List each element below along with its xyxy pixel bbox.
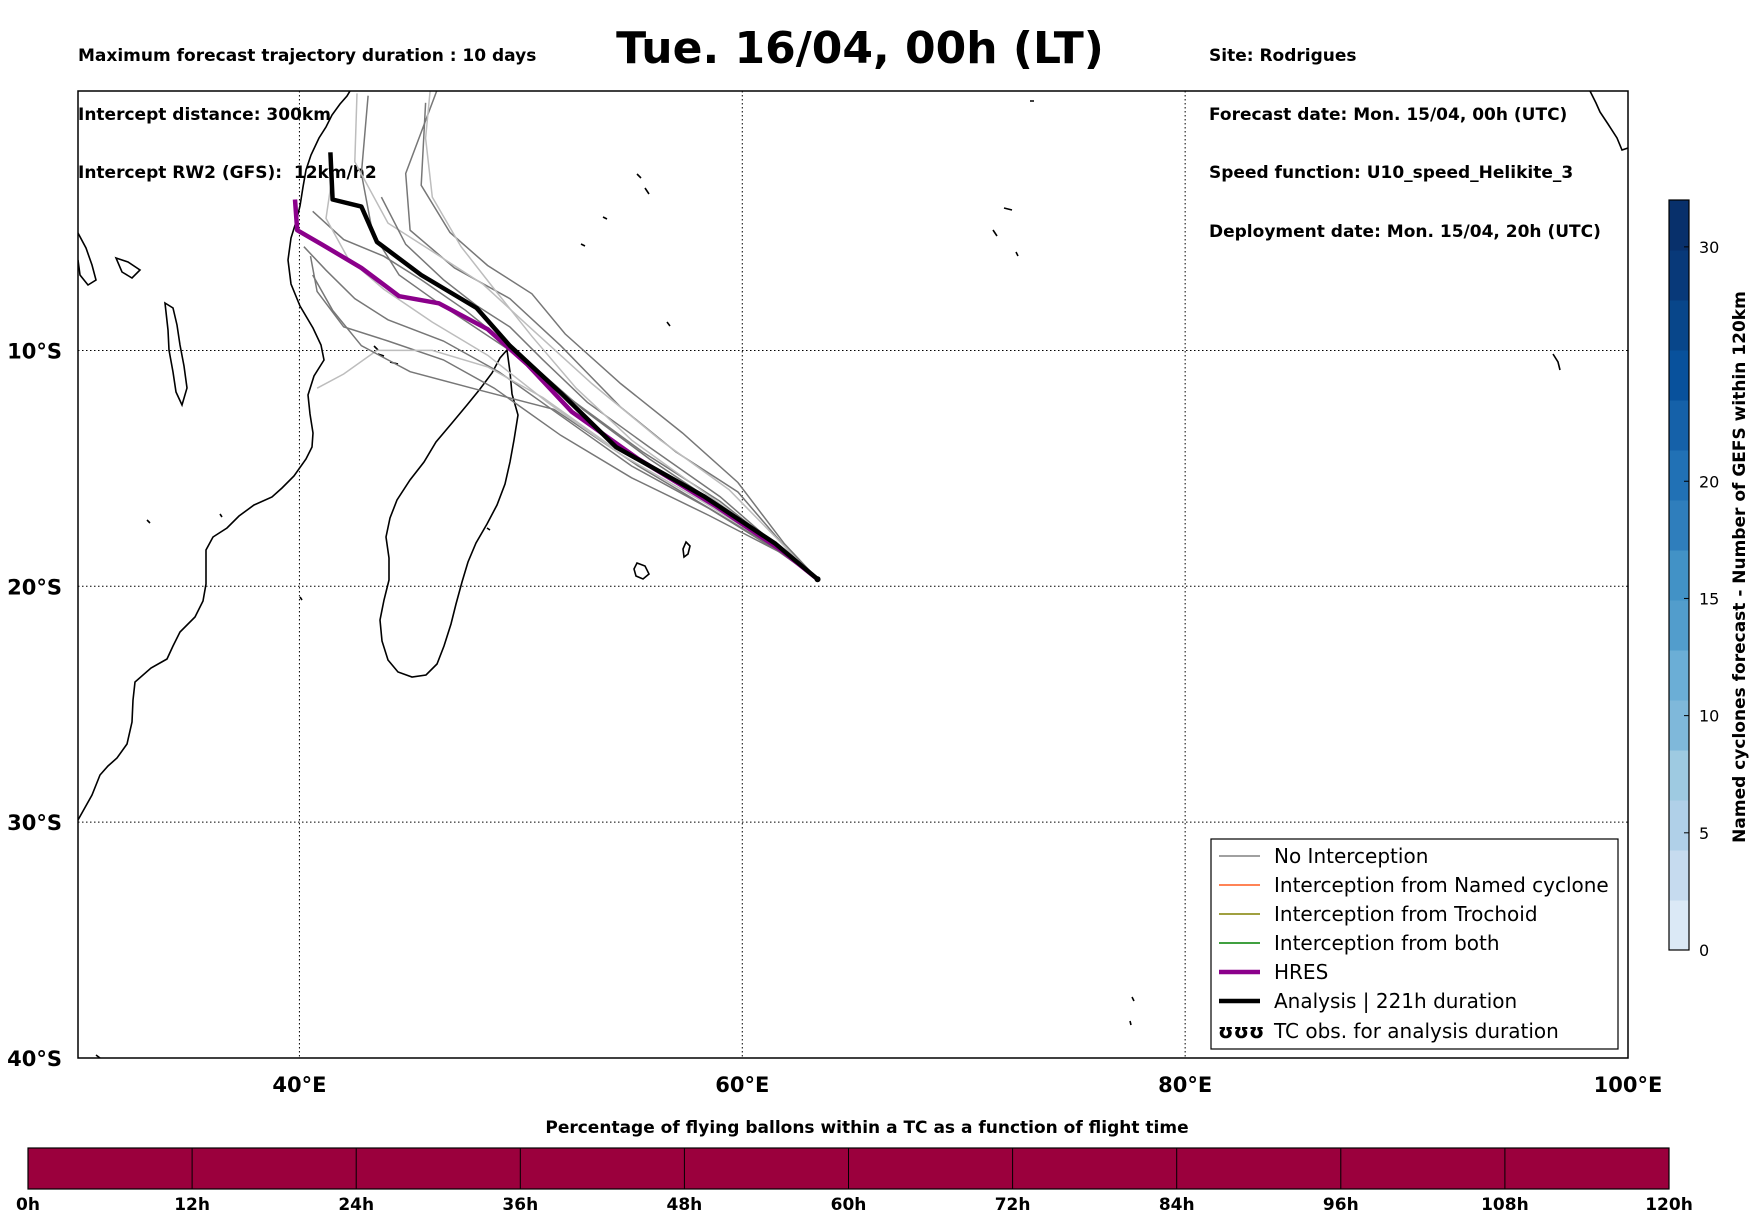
flight-time-tick-label: 120h [1645,1195,1693,1215]
flight-time-tick-label: 60h [831,1195,867,1215]
colorbar-segment [1669,850,1689,901]
arabia-coastline [1589,91,1628,151]
colorbar-tick-label: 0 [1699,941,1709,960]
flight-time-tick-label: 48h [667,1195,703,1215]
named-cyclone-colorbar-label: Named cyclones forecast - Number of GEFS… [1730,291,1750,843]
legend-label-analysis: Analysis | 221h duration [1274,989,1517,1013]
trajectory-layer [292,91,821,583]
legend-label-both: Interception from both [1274,931,1500,955]
coastlines [78,91,1628,1058]
flight-time-tick-label: 72h [995,1195,1031,1215]
colorbar-segment [1669,300,1689,351]
header-info-right: Site: Rodrigues Forecast date: Mon. 15/0… [1209,8,1601,262]
lake-victoria [114,256,142,280]
gefs-member-trajectory [303,246,819,580]
x-tick-label: 40°E [272,1073,326,1097]
y-tick-label: 40°S [7,1047,62,1071]
header-left-line: Intercept RW2 (GFS): 12km/h2 [78,163,377,183]
gefs-member-trajectory [316,349,819,580]
flight-time-tick-label: 0h [16,1195,40,1215]
colorbar-segment [1669,400,1689,451]
x-tick-label: 100°E [1594,1073,1663,1097]
header-right-line: Speed function: U10_speed_Helikite_3 [1209,163,1574,183]
africa-coastline [78,91,351,821]
flight-time-tick-label: 84h [1159,1195,1195,1215]
colorbar-segment [1669,450,1689,501]
legend-label-no-interception: No Interception [1274,844,1428,868]
gefs-member-trajectory [312,274,819,580]
header-left-line: Intercept distance: 300km [78,104,331,125]
legend-label-tc-obs: TC obs. for analysis duration [1273,1019,1559,1043]
header-right-line: Deployment date: Mon. 15/04, 20h (UTC) [1209,221,1601,242]
flight-time-tick-label: 96h [1323,1195,1359,1215]
legend-box [1210,838,1619,1050]
header-right-line: Forecast date: Mon. 15/04, 00h (UTC) [1209,104,1568,125]
colorbar-segment [1669,900,1689,951]
colorbar-segment [1669,550,1689,601]
legend-label-trochoid: Interception from Trochoid [1274,902,1538,926]
colorbar-tick-label: 5 [1699,824,1709,843]
analysis-trajectory [328,152,820,581]
colorbar-segment [1669,350,1689,401]
madagascar-coastline [379,348,519,678]
colorbar-segment [1669,500,1689,551]
colorbar-frame [1668,199,1690,951]
gefs-member-trajectory [360,95,819,580]
colorbar-tick-label: 10 [1699,707,1719,726]
flight-time-tick-label: 108h [1481,1195,1529,1215]
x-tick-label: 60°E [715,1073,769,1097]
named-cyclone-colorbar: 0 5 10 15 20 30 [1668,199,1719,960]
colorbar-tick-label: 20 [1699,472,1719,491]
flight-time-tick-label: 36h [502,1195,538,1215]
y-tick-label: 30°S [7,811,62,835]
x-tick-label: 80°E [1158,1073,1212,1097]
gefs-member-trajectory [404,91,819,580]
gefs-member-trajectory [309,255,819,580]
flight-time-colorbar-ticks: 0h 12h 24h 36h 48h 60h 72h 84h 96h 108h 120h [16,1148,1693,1215]
launch-site-marker [814,576,821,583]
colorbar-segment [1669,200,1689,251]
gefs-member-trajectory [380,196,819,580]
lake-malawi [164,301,188,408]
header-info-left: Maximum forecast trajectory duration : 1… [78,8,536,203]
small-islands [95,100,1135,1058]
gefs-member-trajectory [424,91,819,580]
legend-label-named-cyclone: Interception from Named cyclone [1274,873,1609,897]
y-tick-label: 10°S [7,339,62,363]
gefs-member-trajectory [325,173,819,580]
y-axis-ticks: 10°S 20°S 30°S 40°S [7,339,62,1071]
sumatra-coastline [1552,353,1561,371]
map-frame [77,90,1629,1059]
colorbar-tick-label: 15 [1699,589,1719,608]
colorbar-segment [1669,250,1689,301]
gefs-member-trajectory [354,93,819,580]
lake-tanganyika [78,232,97,287]
colorbar-segment [1669,600,1689,651]
colorbar-segment [1669,800,1689,851]
flight-time-colorbar-title: Percentage of flying ballons within a TC… [545,1118,1188,1138]
legend: No Interception Interception from Named … [1210,838,1619,1050]
y-tick-label: 20°S [7,575,62,599]
chart-title: Tue. 16/04, 00h (LT) [616,23,1104,74]
legend-label-hres: HRES [1274,960,1328,984]
map-gridlines [78,91,1628,1058]
gefs-member-trajectory [420,102,819,580]
x-axis-ticks: 40°E 60°E 80°E 100°E [272,1073,1662,1097]
header-left-line: Maximum forecast trajectory duration : 1… [78,46,537,66]
flight-time-tick-label: 12h [174,1195,210,1215]
mauritius-island [682,540,691,559]
reunion-island [633,561,650,580]
colorbar-segment [1669,650,1689,701]
tc-obs-symbol: ʊʊʊ [1218,1019,1264,1043]
header-right-line: Site: Rodrigues [1209,46,1357,66]
colorbar-tick-label: 30 [1699,238,1719,257]
colorbar-segment [1669,700,1689,751]
seychelles-islands [636,173,1019,257]
colorbar-segment [1669,750,1689,801]
flight-time-tick-label: 24h [338,1195,374,1215]
